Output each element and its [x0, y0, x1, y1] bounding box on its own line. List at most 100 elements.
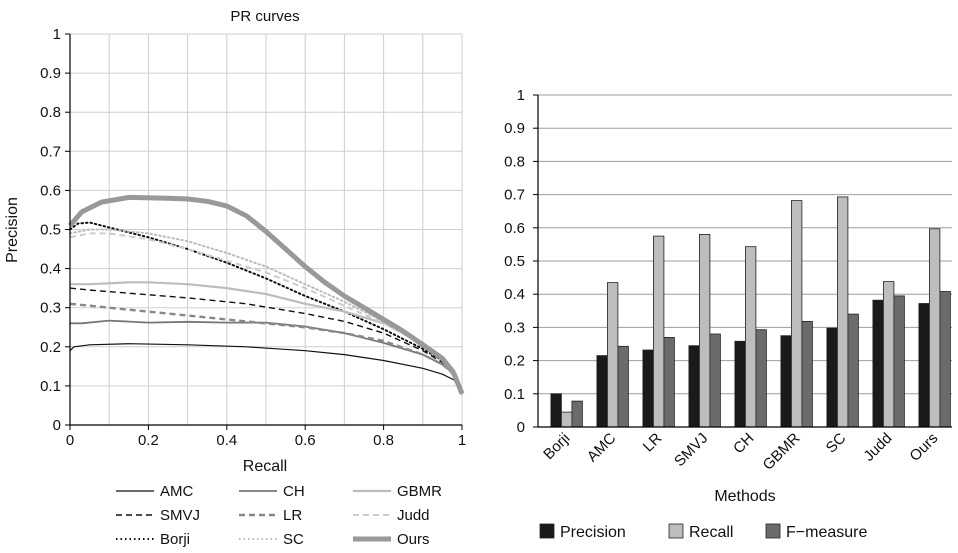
category-label: SC — [823, 430, 850, 457]
left-axes: 0 0.1 0.2 0.3 0.4 0.5 0.6 0.7 0.8 0.9 1 0 0.2 0.4 0.6 0… — [40, 26, 466, 449]
y-tick-label: 0.3 — [40, 300, 61, 317]
y-tick-label: 1 — [517, 87, 525, 104]
bar-precision-lr — [642, 349, 654, 428]
x-tick-label: 0 — [66, 432, 74, 449]
bar-recall-borji — [561, 411, 573, 428]
series-line-amc — [69, 343, 463, 394]
right-axes: 0 0.1 0.2 0.3 0.4 0.5 0.6 0.7 0.8 0.9 1 — [504, 87, 952, 436]
x-axis-title: Recall — [243, 458, 287, 475]
series-line-borji — [69, 221, 463, 395]
y-tick-label: 0.4 — [40, 261, 61, 278]
legend-label: SMVJ — [160, 507, 200, 524]
category-label: CH — [730, 430, 757, 457]
y-tick-label: 0 — [53, 417, 61, 434]
pr-legend: AMC SMVJ Borji CH LR SC GBMR Judd Ours — [116, 483, 442, 548]
bar-precision-judd — [872, 299, 884, 428]
x-tick-label: 0.6 — [295, 432, 316, 449]
legend-label: Ours — [397, 531, 430, 548]
legend-label: SC — [283, 531, 304, 548]
legend-item-lr: LR — [239, 507, 302, 524]
bar-recall-ch — [745, 246, 757, 428]
metrics-bar-chart: Borji AMC LR SMVJ CH GBMR SC Judd Ours 0 0.1 0.2 0.… — [504, 87, 952, 541]
bar-fmeasure-amc — [617, 345, 629, 428]
y-tick-label: 0.4 — [504, 286, 525, 303]
x-tick-label: 0.2 — [138, 432, 159, 449]
bar-recall-sc — [837, 196, 849, 428]
legend-label: F−measure — [786, 524, 867, 541]
legend-label: Judd — [397, 507, 430, 524]
category-label: Judd — [860, 430, 895, 465]
legend-label: AMC — [160, 483, 194, 500]
category-label: AMC — [584, 430, 620, 466]
series-line-lr — [69, 302, 464, 395]
bar-fmeasure-sc — [847, 313, 859, 428]
y-tick-label: 0.6 — [40, 182, 61, 199]
legend-swatch — [668, 523, 684, 539]
legend-item-borji: Borji — [116, 531, 190, 548]
y-tick-label: 0.6 — [504, 220, 525, 237]
left-grid — [69, 33, 463, 426]
bar-fmeasure-lr — [663, 336, 675, 428]
y-tick-label: 0.7 — [40, 143, 61, 160]
bar-fmeasure-gbmr — [801, 320, 813, 428]
bar-precision-ours — [918, 303, 930, 428]
legend-item-judd: Judd — [353, 507, 430, 524]
y-tick-label: 0.9 — [504, 120, 525, 137]
metric-bars: Borji AMC LR SMVJ CH GBMR SC Judd Ours — [540, 196, 951, 474]
y-tick-label: 0.5 — [40, 222, 61, 239]
legend-item-ours: Ours — [353, 531, 430, 548]
category-label: Ours — [906, 430, 941, 465]
legend-item-amc: AMC — [116, 483, 194, 500]
category-label: LR — [640, 430, 666, 456]
bar-fmeasure-borji — [571, 400, 583, 428]
legend-swatch — [765, 523, 781, 539]
bar-fmeasure-ours — [939, 291, 951, 428]
bar-recall-judd — [883, 281, 895, 428]
y-tick-label: 0.7 — [504, 187, 525, 204]
x-tick-label: 0.8 — [373, 432, 394, 449]
bar-legend: Precision Recall F−measure — [539, 523, 867, 541]
pr-curves-chart: PR curves 0 0.1 0.2 0.3 0.4 0.5 0.6 0.7 0.8 0.9 1 0… — [4, 8, 466, 548]
series-line-smvj — [69, 287, 463, 394]
bar-recall-smvj — [699, 233, 711, 428]
legend-item-sc: SC — [239, 531, 304, 548]
bar-precision-smvj — [688, 345, 700, 428]
legend-item-recall: Recall — [668, 523, 733, 541]
bar-recall-lr — [653, 235, 665, 428]
bar-precision-ch — [734, 340, 746, 428]
chart-title: PR curves — [230, 8, 299, 25]
y-tick-label: 0.1 — [504, 386, 525, 403]
y-axis-title: Precision — [4, 197, 21, 263]
bar-precision-amc — [596, 355, 608, 428]
legend-item-ch: CH — [239, 483, 305, 500]
y-tick-label: 0.8 — [504, 153, 525, 170]
y-tick-label: 1 — [53, 26, 61, 43]
category-label: Borji — [540, 430, 573, 463]
bar-precision-gbmr — [780, 335, 792, 428]
legend-label: Borji — [160, 531, 190, 548]
legend-item-fmeasure: F−measure — [765, 523, 867, 541]
legend-label: CH — [283, 483, 305, 500]
category-label: SMVJ — [671, 430, 711, 470]
series-line-ours — [68, 194, 465, 395]
x-axis-title: Methods — [714, 488, 775, 505]
bar-recall-amc — [607, 282, 619, 428]
bar-recall-ours — [929, 228, 941, 428]
y-tick-label: 0.2 — [40, 339, 61, 356]
bar-precision-borji — [550, 393, 562, 428]
bar-fmeasure-judd — [893, 295, 905, 428]
y-tick-label: 0.2 — [504, 353, 525, 370]
legend-label: GBMR — [397, 483, 442, 500]
y-tick-label: 0.9 — [40, 65, 61, 82]
y-tick-label: 0.5 — [504, 253, 525, 270]
x-tick-label: 1 — [458, 432, 466, 449]
y-tick-label: 0.8 — [40, 104, 61, 121]
y-tick-label: 0.1 — [40, 378, 61, 395]
bar-fmeasure-ch — [755, 329, 767, 428]
bar-fmeasure-smvj — [709, 333, 721, 428]
y-tick-label: 0 — [517, 419, 525, 436]
bar-recall-gbmr — [791, 200, 803, 428]
pr-lines — [68, 194, 465, 395]
category-label: GBMR — [760, 430, 804, 474]
